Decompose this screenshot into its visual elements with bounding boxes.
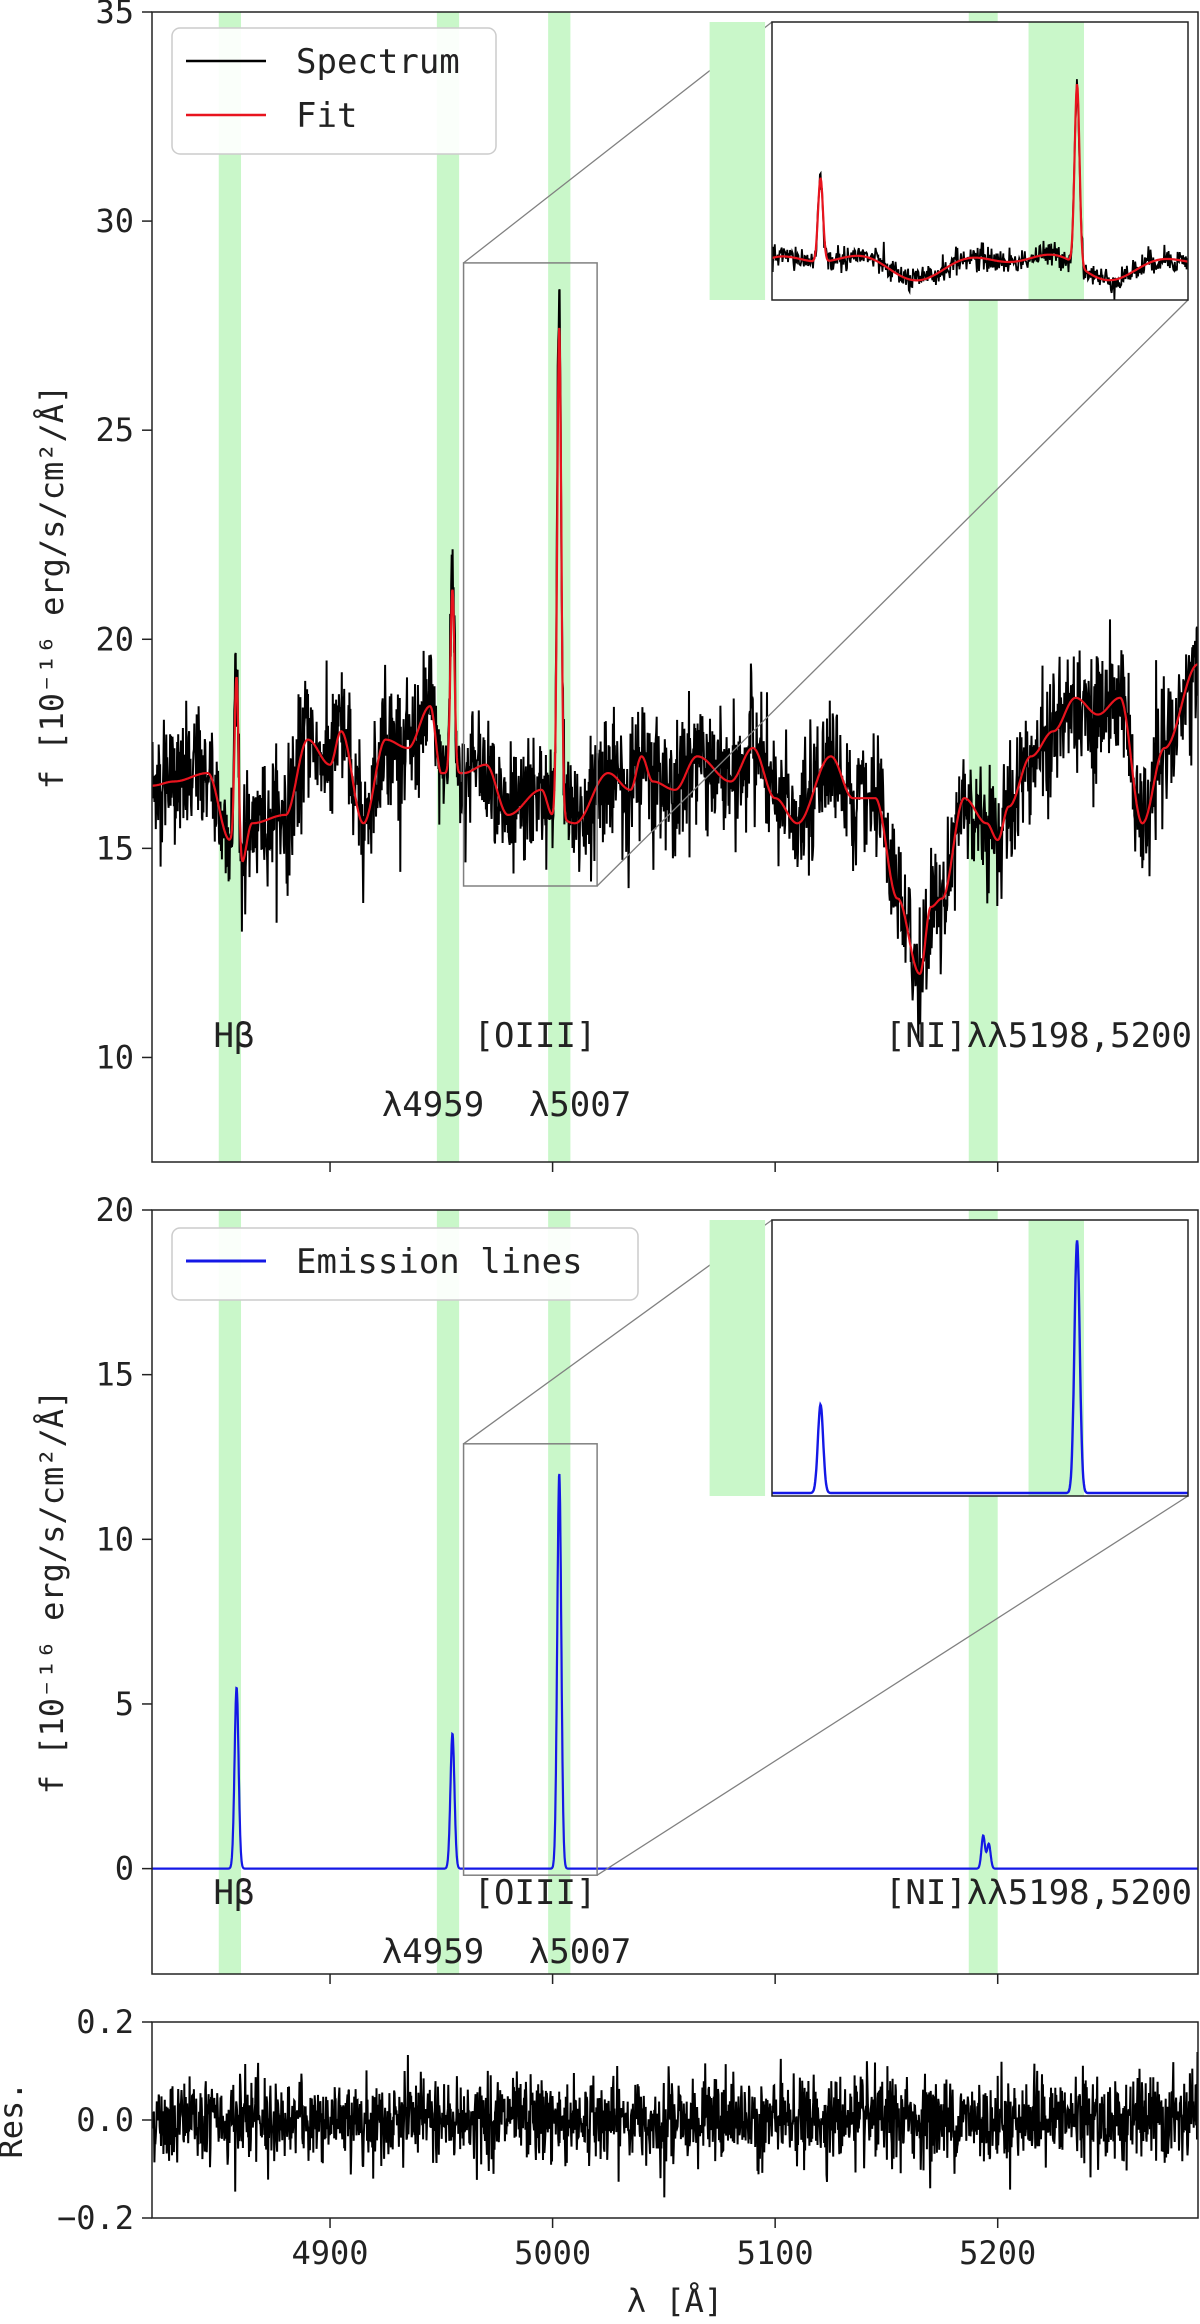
residual-series bbox=[152, 2051, 1198, 2198]
legend: Spectrum Fit bbox=[171, 27, 497, 155]
oiii-label: [OIII] bbox=[474, 1016, 597, 1056]
y-tick-label: 15 bbox=[95, 1356, 134, 1394]
x-tick-label: 4900 bbox=[292, 2234, 369, 2272]
x-axis-ticks bbox=[329, 1162, 999, 1172]
y-axis-label: f [10⁻¹⁶ erg/s/cm²/Å] bbox=[33, 385, 71, 790]
y-axis-ticks: 0 5 10 15 20 bbox=[95, 1191, 152, 1888]
emission-band bbox=[709, 22, 766, 300]
axes-frame bbox=[151, 11, 1199, 1163]
inset-zoom bbox=[709, 21, 1189, 301]
inset-spectrum-series bbox=[772, 79, 1188, 300]
zoom-region-box bbox=[462, 262, 598, 887]
x-tick-label: 5100 bbox=[737, 2234, 814, 2272]
x-tick-label: 5200 bbox=[959, 2234, 1036, 2272]
y-tick-label: 20 bbox=[95, 1191, 134, 1229]
emission-band bbox=[548, 1210, 571, 1974]
inset-zoom bbox=[709, 1219, 1189, 1497]
spectrum-series bbox=[152, 289, 1198, 1041]
zoom-region-box bbox=[462, 1443, 598, 1876]
y-tick-label: 20 bbox=[95, 620, 134, 658]
oiii-4959-label: λ4959 bbox=[382, 1932, 484, 1972]
legend-spectrum-label: Spectrum bbox=[296, 42, 460, 82]
inset-frame bbox=[771, 21, 1189, 301]
y-tick-label: 5 bbox=[115, 1685, 134, 1723]
oiii-5007-label: λ5007 bbox=[529, 1085, 631, 1125]
ni-label: [NI]λλ5198,5200 bbox=[885, 1873, 1192, 1913]
y-axis-ticks: −0.2 0.0 0.2 bbox=[57, 2003, 152, 2237]
legend-fit-label: Fit bbox=[296, 96, 357, 136]
y-axis-ticks: 10 15 20 25 30 35 bbox=[95, 0, 152, 1076]
residual-panel: −0.2 0.0 0.2 4900 5000 5100 5200 Res. λ [Å] bbox=[0, 2003, 1199, 2320]
y-tick-label: 15 bbox=[95, 829, 134, 867]
legend-emission-label: Emission lines bbox=[296, 1242, 583, 1282]
y-tick-label: 10 bbox=[95, 1038, 134, 1076]
emission-panel: 0 5 10 15 20 f [10⁻¹⁶ erg/s/cm²/Å] Hβ [OIII]… bbox=[33, 1191, 1199, 1984]
spectrum-panel: 10 15 20 25 30 35 f [10⁻¹⁶ erg/s/cm²/Å] Hβ [O… bbox=[33, 0, 1199, 1172]
line-labels: Hβ [OIII] λ4959 λ5007 [NI]λλ5198,5200 bbox=[214, 1016, 1192, 1125]
inset-emission-series bbox=[772, 1240, 1188, 1495]
x-axis-label: λ [Å] bbox=[627, 2282, 723, 2320]
emission-band bbox=[548, 12, 571, 1162]
y-tick-label: 0.2 bbox=[76, 2003, 134, 2041]
fit-series bbox=[152, 327, 1198, 975]
y-tick-label: 30 bbox=[95, 202, 134, 240]
inset-frame bbox=[771, 1219, 1189, 1497]
axes-frame bbox=[151, 1209, 1199, 1975]
hbeta-label: Hβ bbox=[214, 1016, 255, 1056]
hbeta-label: Hβ bbox=[214, 1873, 255, 1913]
y-tick-label: 10 bbox=[95, 1520, 134, 1558]
x-tick-label: 5000 bbox=[514, 2234, 591, 2272]
inset-fit-series bbox=[772, 84, 1188, 282]
line-labels: Hβ [OIII] λ4959 λ5007 [NI]λλ5198,5200 bbox=[214, 1873, 1192, 1972]
zoom-connector-line bbox=[596, 299, 1189, 887]
emission-band bbox=[218, 1210, 242, 1974]
ni-label: [NI]λλ5198,5200 bbox=[885, 1016, 1192, 1056]
oiii-4959-label: λ4959 bbox=[382, 1085, 484, 1125]
x-axis-ticks bbox=[329, 1974, 999, 1984]
emission-series bbox=[152, 1473, 1198, 1870]
y-tick-label: 0 bbox=[115, 1850, 134, 1888]
x-axis-ticks: 4900 5000 5100 5200 bbox=[292, 2218, 1036, 2272]
zoom-connector-line bbox=[596, 1495, 1189, 1876]
legend: Emission lines bbox=[171, 1227, 639, 1301]
emission-band bbox=[436, 12, 460, 1162]
residual-y-axis-label: Res. bbox=[0, 2081, 30, 2158]
y-tick-label: 0.0 bbox=[76, 2101, 134, 2139]
y-tick-label: 25 bbox=[95, 411, 134, 449]
emission-band bbox=[709, 1220, 766, 1496]
emission-band bbox=[218, 12, 242, 1162]
y-axis-label: f [10⁻¹⁶ erg/s/cm²/Å] bbox=[33, 1390, 71, 1795]
oiii-label: [OIII] bbox=[474, 1873, 597, 1913]
oiii-5007-label: λ5007 bbox=[529, 1932, 631, 1972]
y-tick-label: 35 bbox=[95, 0, 134, 31]
y-tick-label: −0.2 bbox=[57, 2199, 134, 2237]
